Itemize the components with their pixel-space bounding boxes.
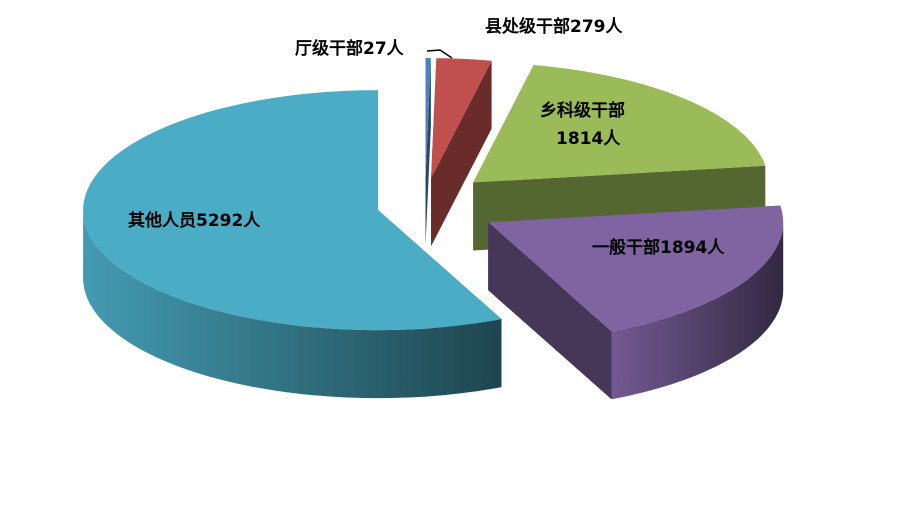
slice-1-top <box>431 58 492 179</box>
leader-line-ting <box>426 49 453 59</box>
slice-4-wall <box>83 210 502 399</box>
label-ting: 厅级干部27人 <box>295 39 404 59</box>
slice-3 <box>488 205 784 400</box>
slice-3-top <box>488 205 784 332</box>
slice-1 <box>431 58 492 247</box>
slice-2 <box>473 65 766 251</box>
slice-1-cut-face-1 <box>431 60 492 247</box>
label-xiangke-line2: 1814人 <box>556 129 621 149</box>
label-xianchu: 县处级干部279人 <box>485 17 623 37</box>
slice-4 <box>83 90 502 399</box>
slice-2-top <box>473 65 766 183</box>
label-qita: 其他人员5292人 <box>128 211 261 231</box>
label-xiangke-line1: 乡科级干部 <box>540 101 625 121</box>
slice-0-top <box>425 58 431 178</box>
slice-0-cut-face-1 <box>425 58 431 246</box>
slice-3-cut-face-1 <box>488 222 612 400</box>
slice-0 <box>425 58 431 246</box>
slice-3-wall <box>611 222 784 400</box>
label-yiban: 一般干部1894人 <box>592 238 725 258</box>
slice-4-top <box>83 90 502 331</box>
